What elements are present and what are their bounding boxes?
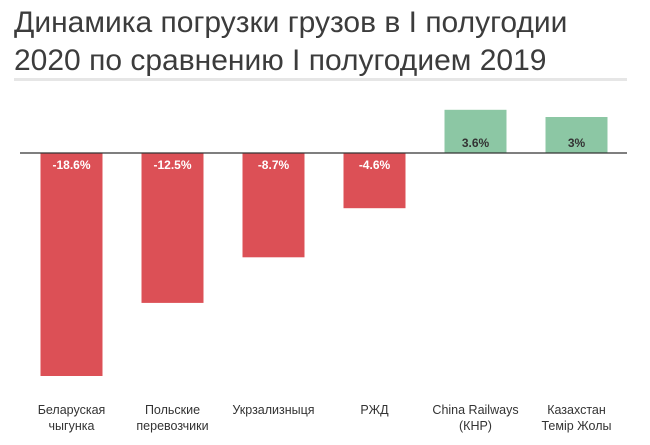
data-label-4: -4.6% xyxy=(359,158,391,172)
data-label-5: 3.6% xyxy=(462,136,490,150)
bar-4 xyxy=(343,153,406,209)
bar-2 xyxy=(141,153,204,303)
category-label-3-line-1: Укрзализныця xyxy=(232,403,314,417)
data-label-3: -8.7% xyxy=(258,158,290,172)
category-label-4-line-1: РЖД xyxy=(360,403,389,417)
category-label-2-line-1: Польские xyxy=(145,403,200,417)
data-label-6: 3% xyxy=(568,136,586,150)
category-label-6-line-2: Темір Жолы xyxy=(541,419,611,433)
data-label-2: -12.5% xyxy=(153,158,191,172)
bar-5 xyxy=(444,109,507,153)
category-label-5-line-1: China Railways xyxy=(432,403,518,417)
bar-1 xyxy=(40,153,103,376)
category-label-1-line-2: чыгунка xyxy=(49,419,95,433)
data-labels-group: -18.6% -12.5% -8.7% -4.6% 3.6% 3% xyxy=(52,136,585,172)
category-label-1-line-1: Беларуская xyxy=(38,403,106,417)
bars-group xyxy=(40,109,608,376)
chart-title: Динамика погрузки грузов в I полугодии 2… xyxy=(14,6,568,77)
bar-6 xyxy=(545,117,608,153)
category-label-6-line-1: Казахстан xyxy=(547,403,606,417)
bar-3 xyxy=(242,153,305,258)
title-divider xyxy=(14,78,627,81)
category-label-5-line-2: (КНР) xyxy=(459,419,492,433)
category-label-2-line-2: перевозчики xyxy=(136,419,208,433)
category-labels-group: Беларуская чыгунка Польские перевозчики Укрз… xyxy=(38,403,612,433)
data-label-1: -18.6% xyxy=(52,158,90,172)
